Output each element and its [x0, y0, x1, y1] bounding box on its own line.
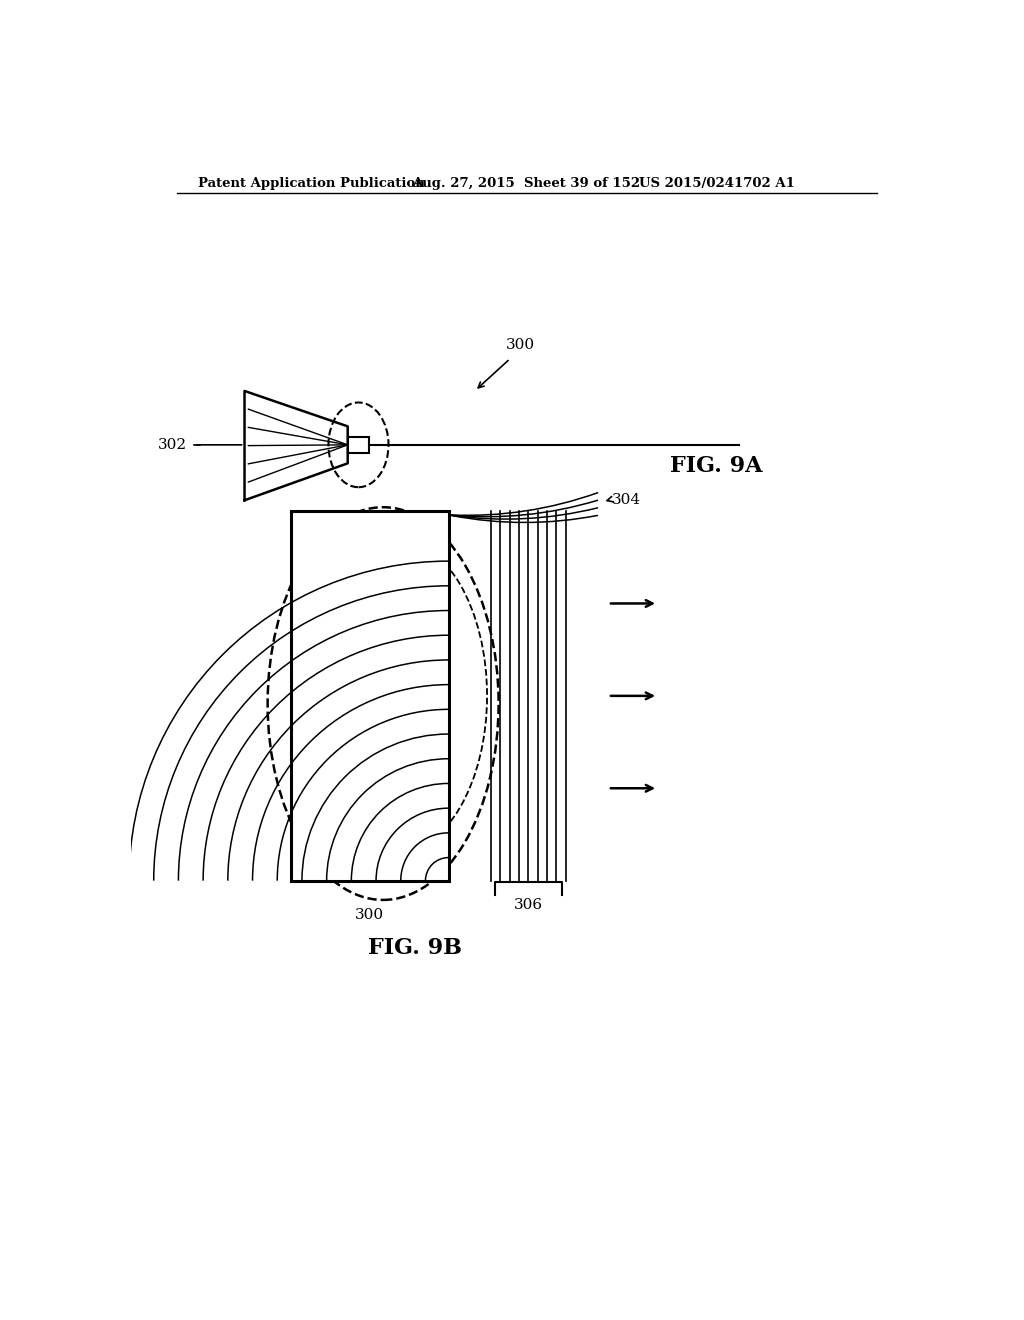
- Text: 300: 300: [506, 338, 535, 352]
- Bar: [291, 511, 449, 880]
- Text: FIG. 9B: FIG. 9B: [369, 937, 463, 958]
- Bar: [348, 437, 370, 453]
- Text: 302: 302: [158, 438, 186, 451]
- Text: 300: 300: [355, 908, 384, 921]
- Text: 306: 306: [514, 899, 543, 912]
- Text: US 2015/0241702 A1: US 2015/0241702 A1: [639, 177, 795, 190]
- Text: Aug. 27, 2015  Sheet 39 of 152: Aug. 27, 2015 Sheet 39 of 152: [412, 177, 640, 190]
- Text: FIG. 9A: FIG. 9A: [670, 455, 762, 478]
- Text: Patent Application Publication: Patent Application Publication: [199, 177, 425, 190]
- Text: 304: 304: [611, 492, 641, 507]
